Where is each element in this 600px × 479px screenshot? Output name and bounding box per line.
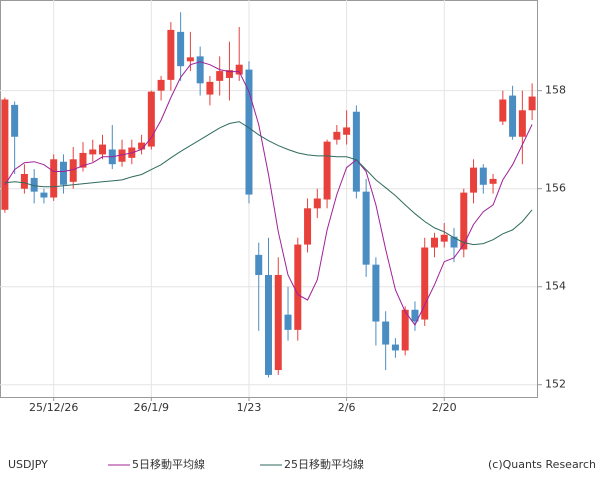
symbol: USDJPY xyxy=(8,458,48,471)
x-tick-label: 26/1/9 xyxy=(134,401,169,414)
candle-body xyxy=(30,177,38,192)
candle-body xyxy=(50,159,58,198)
candle-body xyxy=(69,159,77,182)
candle-body xyxy=(157,79,165,91)
x-tick-label: 25/12/26 xyxy=(29,401,78,414)
candle-body xyxy=(372,264,380,322)
ma-line xyxy=(4,61,533,326)
candle-body xyxy=(1,99,9,210)
candle-body xyxy=(216,71,224,81)
candle-body xyxy=(294,244,302,330)
legend-label: 25日移動平均線 xyxy=(284,457,364,471)
candle-body xyxy=(206,81,214,95)
candle-body xyxy=(479,167,487,185)
candle-body xyxy=(343,127,351,135)
candle-body xyxy=(352,111,360,192)
copyright: (c)Quants Research xyxy=(488,458,596,471)
x-tick-label: 1/23 xyxy=(237,401,262,414)
candle-body xyxy=(118,149,126,162)
candle-body xyxy=(20,173,28,189)
candle-body xyxy=(313,198,321,209)
candle-body xyxy=(430,237,438,248)
candle-body xyxy=(304,208,312,245)
y-tick-label: 158 xyxy=(545,84,566,97)
candle-body xyxy=(138,142,146,150)
candle-body xyxy=(255,254,263,275)
candle-body xyxy=(411,309,419,322)
candle-body xyxy=(489,178,497,184)
candle-body xyxy=(274,274,282,371)
candle-body xyxy=(147,91,155,147)
candle-body xyxy=(362,191,370,265)
candle-body xyxy=(225,70,233,78)
candle-body xyxy=(509,95,517,137)
candle-body xyxy=(284,314,292,330)
candle-body xyxy=(470,167,478,193)
candle-body xyxy=(235,64,243,75)
candle-body xyxy=(79,152,87,168)
candle-body xyxy=(186,57,194,62)
candle-body xyxy=(89,149,97,155)
candle-body xyxy=(391,344,399,351)
x-tick-label: 2/6 xyxy=(338,401,356,414)
y-tick-label: 154 xyxy=(545,280,566,293)
legend-label: 5日移動平均線 xyxy=(132,457,205,471)
y-tick-label: 152 xyxy=(545,378,566,391)
candle-body xyxy=(59,161,67,185)
candle-body xyxy=(440,234,448,242)
y-tick-label: 156 xyxy=(545,182,566,195)
candle-body xyxy=(528,96,536,111)
candle-body xyxy=(401,309,409,351)
candle-body xyxy=(499,99,507,122)
candle-body xyxy=(382,321,390,345)
candle-body xyxy=(177,31,185,67)
ma-line xyxy=(4,121,533,246)
candle-body xyxy=(421,247,429,320)
x-tick-label: 2/20 xyxy=(432,401,457,414)
candle-body xyxy=(333,131,341,140)
candle-body xyxy=(460,192,468,250)
candle-body xyxy=(323,141,331,200)
candle-body xyxy=(11,104,19,137)
candle-body xyxy=(265,274,272,375)
candle-body xyxy=(167,29,175,80)
candle-body xyxy=(99,144,107,155)
candle-body xyxy=(518,110,526,137)
candle-body xyxy=(40,192,48,198)
candle-body xyxy=(245,69,253,195)
candle-body xyxy=(196,56,204,84)
candle-body xyxy=(450,236,458,248)
